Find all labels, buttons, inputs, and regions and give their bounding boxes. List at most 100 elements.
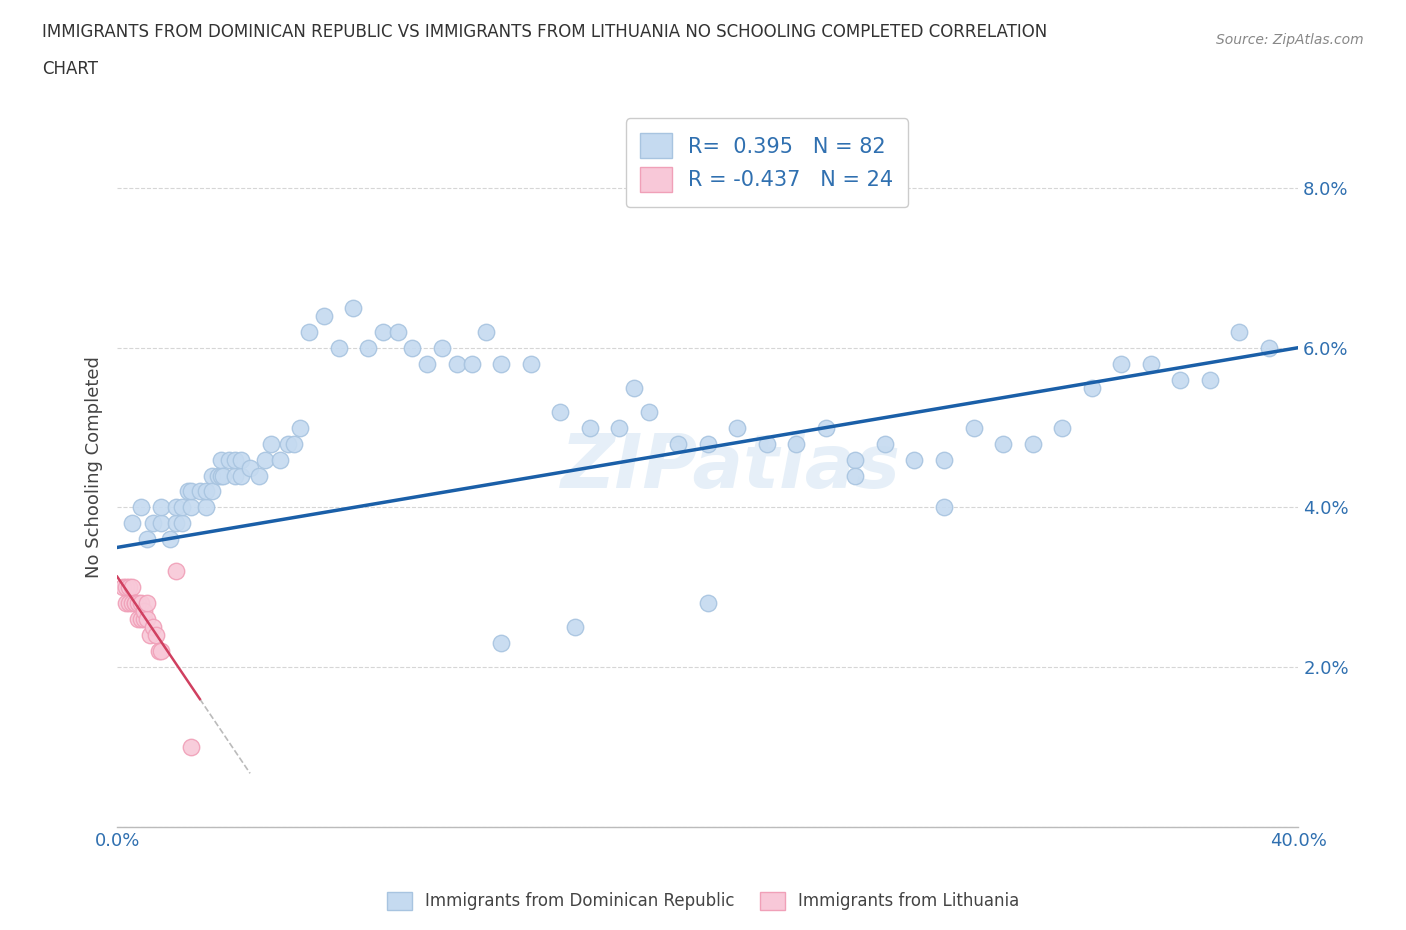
Point (177, 484, 200, 498)
Point (903, 452, 925, 467)
Point (159, 532, 181, 547)
Point (932, 452, 955, 467)
Text: CHART: CHART (42, 60, 98, 78)
Point (194, 500, 217, 515)
Point (260, 436, 283, 451)
Point (231, 452, 253, 467)
Point (135, 532, 157, 547)
Point (666, 436, 689, 451)
Point (283, 436, 305, 451)
Point (371, 325, 394, 339)
Point (1080, 380, 1102, 395)
Point (290, 420, 312, 435)
Point (121, 580, 143, 595)
Point (148, 644, 170, 658)
Point (207, 468, 229, 483)
Point (180, 739, 202, 754)
Point (142, 620, 165, 635)
Point (118, 580, 141, 595)
Point (489, 636, 512, 651)
Point (277, 436, 299, 451)
Point (180, 484, 202, 498)
Point (138, 628, 160, 643)
Point (519, 356, 541, 371)
Legend: R=  0.395   N = 82, R = -0.437   N = 24: R= 0.395 N = 82, R = -0.437 N = 24 (626, 118, 908, 206)
Point (489, 356, 512, 371)
Point (209, 468, 232, 483)
Point (135, 612, 157, 627)
Point (112, 580, 135, 595)
Point (194, 484, 217, 498)
Point (124, 596, 146, 611)
Point (460, 356, 482, 371)
Point (578, 420, 600, 435)
Point (172, 516, 194, 531)
Point (129, 612, 152, 627)
Point (416, 356, 439, 371)
Point (623, 380, 645, 395)
Point (127, 596, 149, 611)
Point (165, 516, 187, 531)
Point (387, 325, 409, 339)
Point (165, 500, 187, 515)
Point (696, 596, 718, 611)
Point (142, 516, 165, 531)
Point (844, 468, 866, 483)
Text: ZIPatlas: ZIPatlas (561, 431, 901, 504)
Point (755, 436, 778, 451)
Point (224, 468, 246, 483)
Point (342, 300, 364, 315)
Point (962, 420, 984, 435)
Point (1109, 356, 1132, 371)
Point (201, 484, 224, 498)
Point (785, 436, 807, 451)
Point (1168, 372, 1191, 387)
Point (446, 356, 468, 371)
Point (231, 468, 253, 483)
Point (127, 612, 149, 627)
Point (298, 325, 321, 339)
Text: Source: ZipAtlas.com: Source: ZipAtlas.com (1216, 33, 1364, 46)
Point (607, 420, 630, 435)
Point (224, 452, 246, 467)
Point (430, 340, 453, 355)
Point (165, 564, 187, 578)
Point (132, 604, 155, 618)
Point (180, 500, 202, 515)
Point (247, 468, 270, 483)
Point (209, 452, 232, 467)
Point (1257, 340, 1279, 355)
Point (218, 452, 240, 467)
Point (696, 436, 718, 451)
Point (844, 452, 866, 467)
Text: IMMIGRANTS FROM DOMINICAN REPUBLIC VS IMMIGRANTS FROM LITHUANIA NO SCHOOLING COM: IMMIGRANTS FROM DOMINICAN REPUBLIC VS IM… (42, 23, 1047, 41)
Point (150, 644, 173, 658)
Point (129, 500, 152, 515)
Point (564, 620, 586, 635)
Point (150, 500, 173, 515)
Point (725, 420, 748, 435)
Point (932, 500, 955, 515)
Point (269, 452, 291, 467)
Point (991, 436, 1014, 451)
Point (121, 516, 143, 531)
Point (172, 500, 194, 515)
Point (212, 468, 235, 483)
Point (118, 596, 141, 611)
Point (145, 628, 167, 643)
Point (121, 596, 143, 611)
Point (188, 484, 211, 498)
Point (312, 308, 335, 323)
Point (124, 596, 146, 611)
Point (1139, 356, 1161, 371)
Point (239, 460, 262, 475)
Point (475, 325, 498, 339)
Point (548, 405, 571, 419)
Point (357, 340, 380, 355)
Point (135, 596, 157, 611)
Point (132, 612, 155, 627)
Point (637, 405, 659, 419)
Point (1050, 420, 1073, 435)
Legend: Immigrants from Dominican Republic, Immigrants from Lithuania: Immigrants from Dominican Republic, Immi… (380, 885, 1026, 917)
Point (873, 436, 896, 451)
